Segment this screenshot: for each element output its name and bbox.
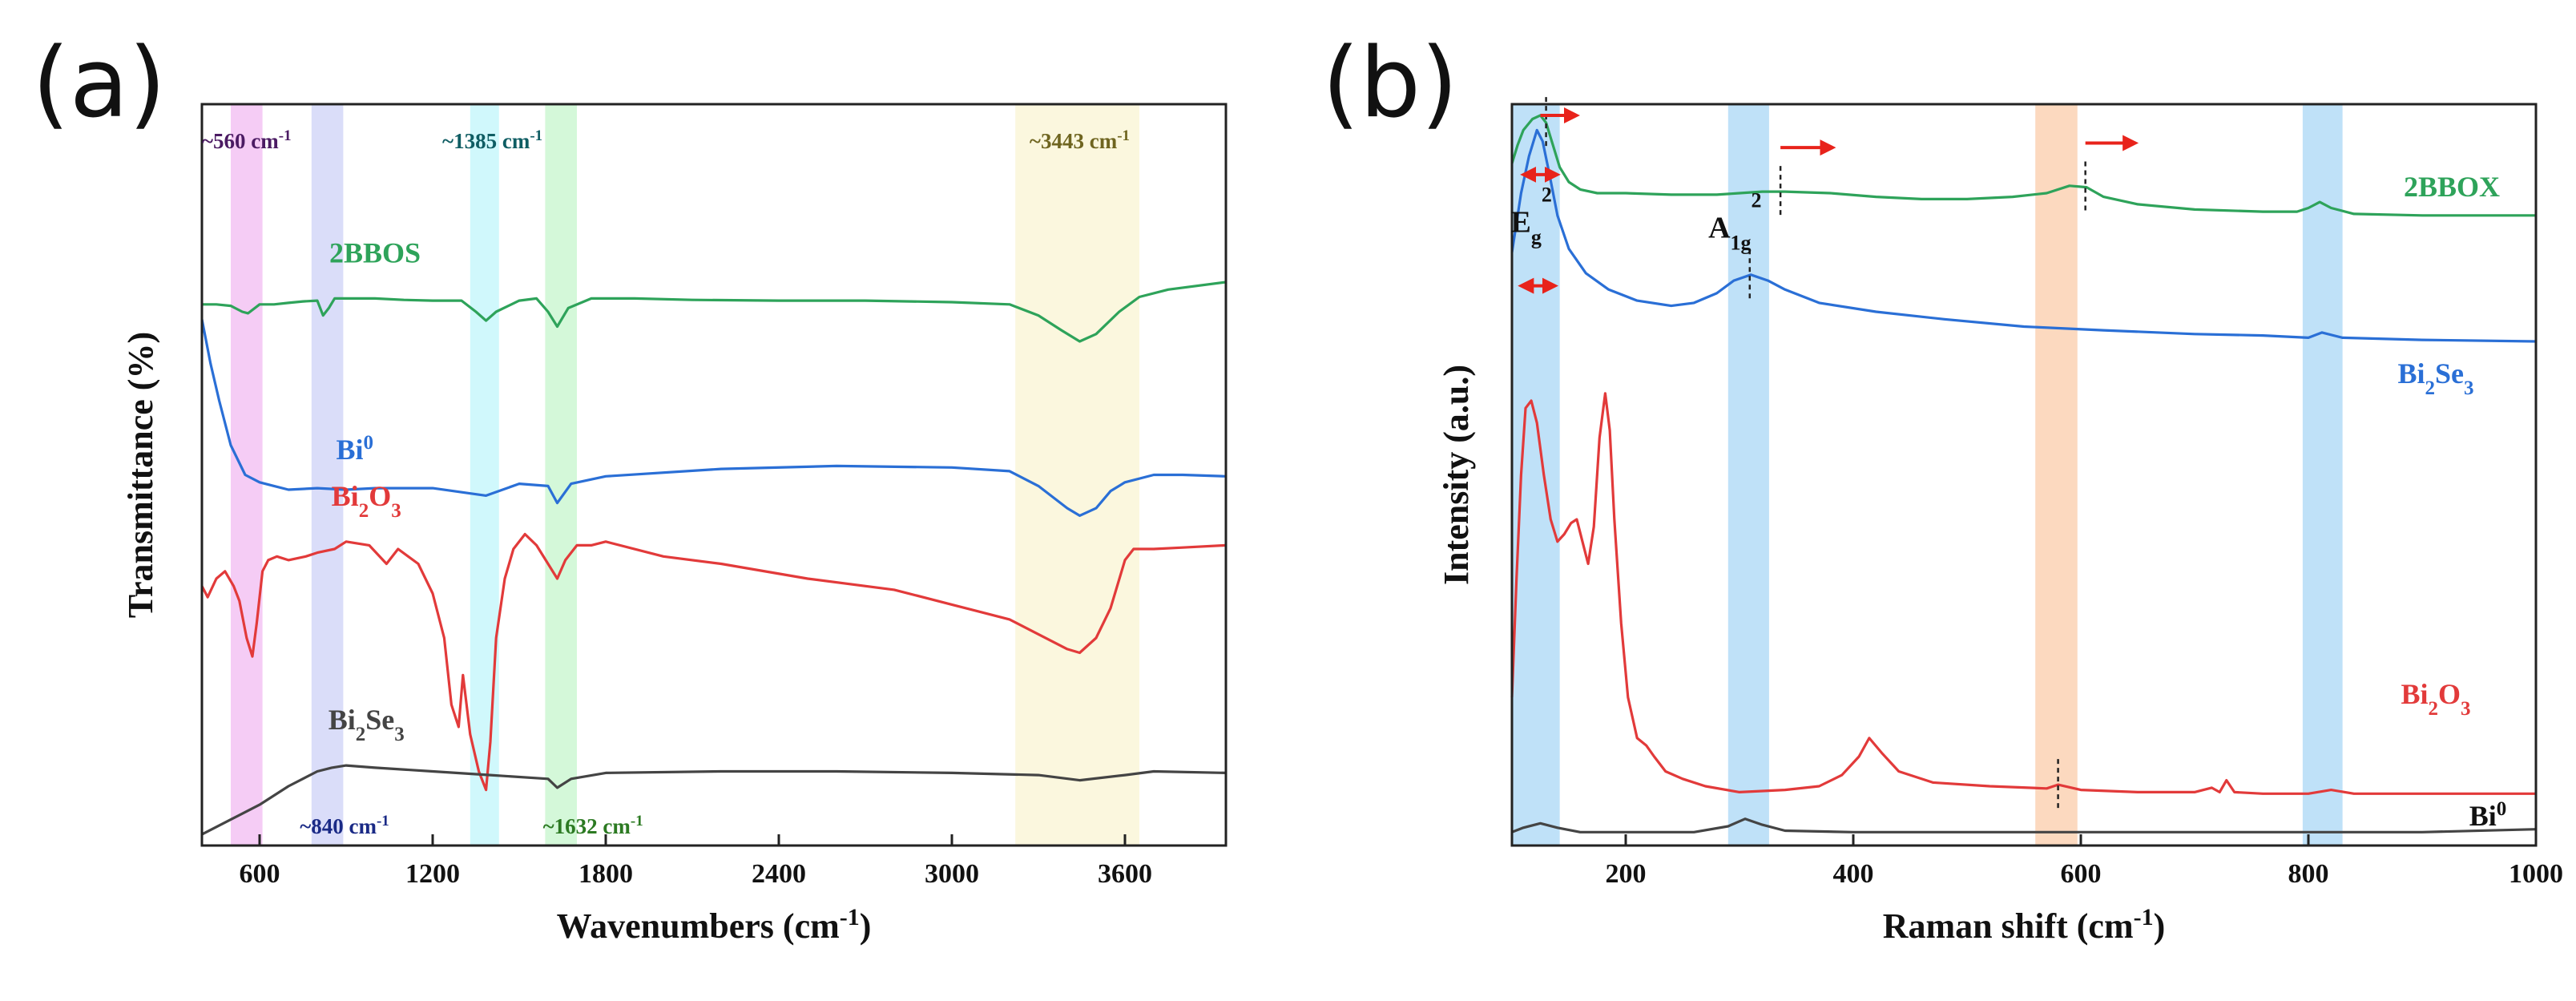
x-tick-label: 200 (1606, 859, 1647, 889)
series-line-bi0 (1511, 817, 2537, 833)
band-annotation: ~1632 cm-1 (543, 813, 643, 839)
series-line-bi0 (200, 318, 1227, 517)
band-2 (2035, 104, 2078, 846)
band-3 (2302, 104, 2343, 846)
x-tick-label: 1800 (578, 859, 633, 889)
series-label-bi2se3: Bi2Se3 (329, 704, 405, 745)
x-tick-label: 3600 (1098, 859, 1152, 889)
x-tick-label: 800 (2288, 859, 2329, 889)
band-1 (1727, 104, 1769, 846)
band-2 (470, 104, 499, 846)
series-label-bi2o3: Bi2O3 (332, 480, 401, 522)
series-label-bi0: Bi0 (2469, 798, 2507, 833)
x-tick-label: 600 (2061, 859, 2102, 889)
mode-label-eg2: Eg2 (1510, 184, 1551, 249)
x-tick-label: 1200 (405, 859, 460, 889)
x-axis-title: Wavenumbers (cm-1) (557, 904, 872, 947)
y-axis-title: Intensity (a.u.) (1437, 365, 1476, 585)
panel-a-chart: 600 1200 1800 2400 3000 3600 Wavenumbers (cm-1… (121, 103, 1228, 947)
series-line-2bbos (202, 281, 1227, 343)
series-label-bi2o3: Bi2O3 (2401, 678, 2470, 720)
plot-frame (200, 103, 1228, 847)
panel-b-chart: 200 400 600 800 1000 Raman shift (cm-1) Intens… (1437, 97, 2563, 946)
panel-a-label: (a) (32, 28, 166, 139)
x-tick-label: 2400 (752, 859, 806, 889)
series-label-2bbos: 2BBOS (329, 236, 421, 268)
series-line-bi2se3 (201, 764, 1227, 836)
band-annotation: ~840 cm-1 (300, 813, 389, 839)
x-tick-label: 600 (240, 859, 280, 889)
series-line-bi2o3 (1510, 392, 2536, 795)
band-4 (1015, 104, 1139, 846)
x-axis-title: Raman shift (cm-1) (1883, 904, 2166, 947)
x-tick-label: 3000 (925, 859, 979, 889)
band-3 (545, 104, 577, 846)
series-label-bi0: Bi0 (337, 432, 374, 466)
mode-label-a1g2: A1g2 (1708, 189, 1761, 255)
band-annotation: ~1385 cm-1 (442, 127, 542, 154)
x-tick-label: 400 (1833, 859, 1874, 889)
y-axis-title: Transmittance (%) (121, 332, 160, 618)
series-line-bi2o3 (200, 532, 1227, 792)
series-label-2bbox: 2BBOX (2404, 171, 2500, 203)
band-1 (311, 104, 344, 846)
x-tick-label: 1000 (2509, 859, 2563, 889)
band-annotation: ~560 cm-1 (202, 127, 292, 154)
series-line-2bbox (1510, 114, 2536, 217)
panel-b-label: (b) (1322, 28, 1458, 139)
band-annotation: ~3443 cm-1 (1030, 127, 1130, 154)
series-line-bi2se3 (1510, 128, 2537, 343)
plot-frame (1510, 103, 2538, 847)
series-label-bi2se3: Bi2Se3 (2397, 357, 2473, 399)
